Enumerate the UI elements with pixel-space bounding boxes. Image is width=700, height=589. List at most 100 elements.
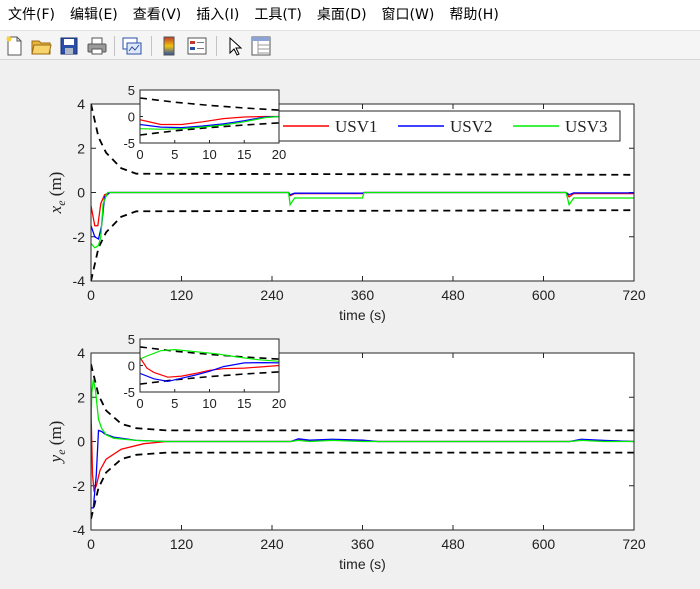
inset-y-tick-label: 0: [128, 359, 135, 374]
x-tick-label: 0: [87, 287, 95, 303]
x-tick-label: 240: [260, 287, 284, 303]
save-icon[interactable]: [58, 35, 80, 57]
legend-icon[interactable]: [186, 35, 208, 57]
y-axis-label-var: y: [46, 454, 65, 464]
new-file-icon[interactable]: [3, 35, 25, 57]
inset-x-tick-label: 0: [136, 147, 143, 162]
menu-tools[interactable]: 工具(T): [254, 7, 302, 23]
inset-x-tick-label: 15: [237, 147, 251, 162]
inset-series-line-usv3: [140, 348, 279, 362]
x-tick-label: 600: [532, 536, 556, 552]
print-icon[interactable]: [86, 35, 108, 57]
x-tick-label: 480: [441, 536, 465, 552]
link-plot-icon[interactable]: [121, 35, 143, 57]
inset-plot-area: [140, 339, 279, 392]
inset-x-tick-label: 15: [237, 396, 251, 411]
y-axis-label-sub: e: [54, 449, 68, 455]
menu-bar: 文件(F) 编辑(E) 查看(V) 插入(I) 工具(T) 桌面(D) 窗口(W…: [0, 0, 700, 30]
inset-x-tick-label: 5: [171, 396, 178, 411]
x-tick-label: 600: [532, 287, 556, 303]
open-folder-icon[interactable]: [30, 35, 52, 57]
property-inspector-icon[interactable]: [250, 35, 272, 57]
y-axis-label-sub: e: [54, 200, 68, 206]
inset-data: [140, 346, 279, 385]
y-tick-label: -4: [73, 522, 86, 538]
inset-axes-box: [139, 338, 280, 393]
plot-data: [91, 363, 634, 520]
y-tick-label: -2: [73, 229, 86, 245]
menu-insert[interactable]: 插入(I): [196, 7, 240, 23]
x-axis-label: time (s): [339, 307, 386, 323]
menu-file[interactable]: 文件(F): [8, 7, 55, 23]
y-axis-label-unit: (m): [46, 421, 65, 450]
x-tick-label: 240: [260, 536, 284, 552]
inset-y-tick-label: -5: [123, 136, 135, 151]
series-line-usv3: [91, 379, 634, 443]
inset-x-tick-label: 20: [272, 396, 286, 411]
y-tick-label: 0: [77, 434, 85, 450]
inset-x-tick-label: 0: [136, 396, 143, 411]
menu-desktop[interactable]: 桌面(D): [316, 7, 367, 23]
inset-series-line-usv3: [140, 115, 279, 130]
y-tick-label: -4: [73, 273, 86, 289]
y-axis-label-unit: (m): [46, 172, 65, 201]
inset-series-line-usv1: [140, 115, 279, 126]
inset-axes-box: [139, 89, 280, 144]
y-tick-label: 4: [77, 96, 85, 112]
y-tick-label: 0: [77, 185, 85, 201]
lower-bound-line: [91, 209, 634, 281]
y-axis-label: ye (m): [46, 421, 68, 465]
plot-data: [91, 104, 634, 281]
y-tick-label: -2: [73, 478, 86, 494]
x-tick-label: 480: [441, 287, 465, 303]
toolbar-separator: [151, 36, 152, 56]
inset-axes: 0 5 10 15 20-505: [123, 83, 286, 162]
legend-label-usv2: USV2: [450, 117, 493, 136]
axes-box: [90, 352, 635, 531]
colorbar-icon[interactable]: [158, 35, 180, 57]
y-axis-label: xe (m): [46, 172, 68, 215]
toolbar-separator: [216, 36, 217, 56]
x-tick-label: 120: [170, 287, 194, 303]
menu-edit[interactable]: 编辑(E): [69, 7, 118, 23]
menu-help[interactable]: 帮助(H): [449, 7, 499, 23]
inset-series-line-usv2: [140, 115, 279, 129]
legend: USV1 USV2 USV3: [278, 110, 621, 142]
x-tick-label: 360: [351, 536, 375, 552]
inset-y-tick-label: -5: [123, 385, 135, 400]
inset-series-line-usv1: [140, 357, 279, 378]
axes-box: [90, 103, 635, 282]
y-axis-label-var: x: [46, 205, 65, 214]
x-tick-label: 720: [622, 287, 646, 303]
inset-x-tick-label: 20: [272, 147, 286, 162]
y-tick-label: 2: [77, 389, 85, 405]
menu-window[interactable]: 窗口(W): [381, 7, 435, 23]
legend-box: [278, 110, 621, 142]
legend-label-usv1: USV1: [335, 117, 378, 136]
inset-x-tick-label: 10: [202, 147, 216, 162]
ye-axes: 0 120 240 360 480 600 720 -4 -2 0 2 4 time (s) ye (m)…: [46, 332, 646, 572]
x-tick-label: 120: [170, 536, 194, 552]
x-tick-label: 360: [351, 287, 375, 303]
series-line-usv3: [91, 191, 634, 249]
inset-y-tick-label: 5: [128, 83, 135, 98]
pointer-icon[interactable]: [223, 35, 245, 57]
xe-axes: 0 120 240 360 480 600 720 -4 -2 0 2 4 time (s) xe (m)…: [46, 83, 646, 323]
inset-x-tick-label: 5: [171, 147, 178, 162]
inset-data: [140, 97, 279, 136]
toolbar: [0, 30, 700, 60]
inset-y-tick-label: 5: [128, 332, 135, 347]
x-axis-label: time (s): [339, 556, 386, 572]
inset-series-line-usv2: [140, 361, 279, 383]
x-tick-label: 0: [87, 536, 95, 552]
inset-x-tick-label: 10: [202, 396, 216, 411]
inset-axes: 0 5 10 15 20-505: [123, 332, 286, 411]
y-tick-label: 2: [77, 140, 85, 156]
y-tick-label: 4: [77, 345, 85, 361]
upper-bound-line: [91, 104, 634, 176]
toolbar-separator: [114, 36, 115, 56]
menu-view[interactable]: 查看(V): [132, 7, 182, 23]
x-tick-label: 720: [622, 536, 646, 552]
legend-label-usv3: USV3: [565, 117, 608, 136]
